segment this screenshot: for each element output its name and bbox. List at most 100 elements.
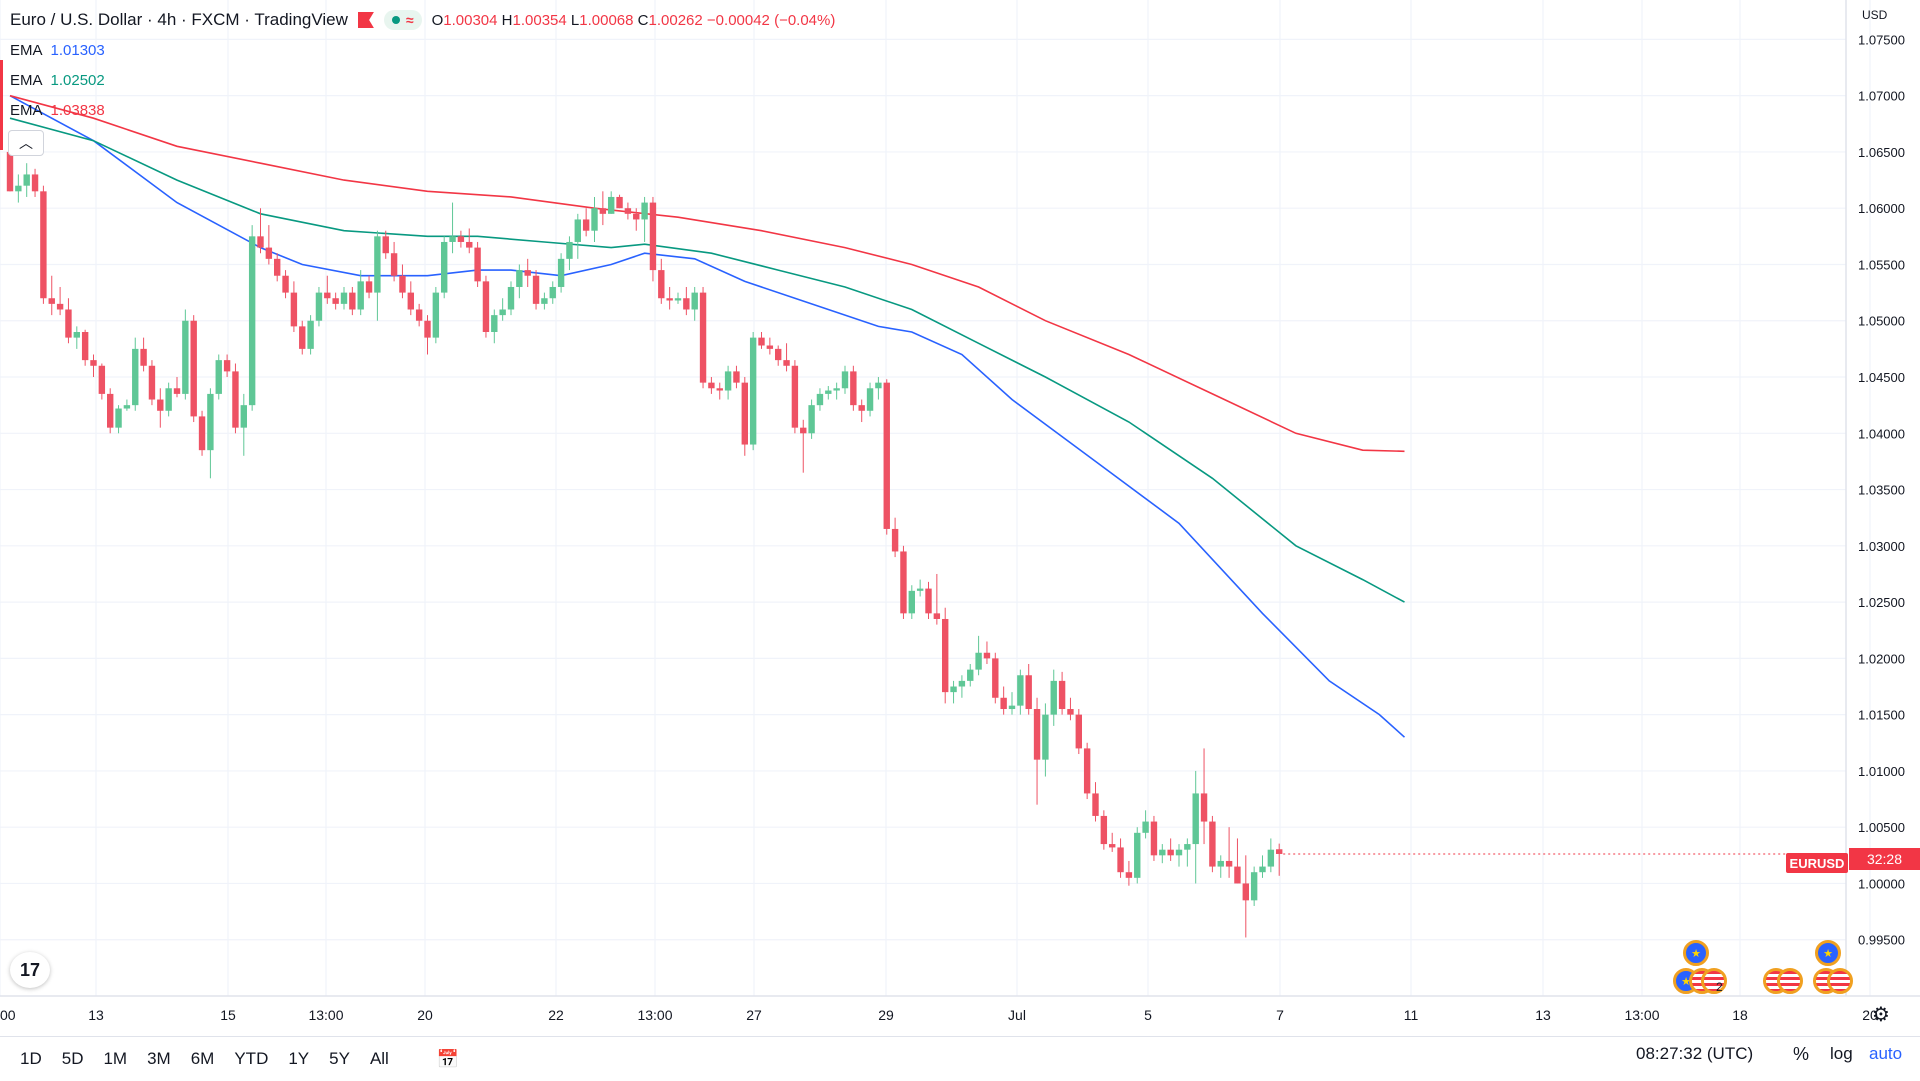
candle-body: [56, 303, 64, 310]
candle: [783, 343, 790, 372]
candle: [482, 275, 490, 338]
candle-body: [833, 388, 840, 391]
range-1m[interactable]: 1M: [103, 1049, 128, 1068]
candle: [182, 309, 189, 400]
price-tick-label: 0.99500: [1858, 933, 1905, 948]
candle: [1209, 815, 1216, 873]
wave-icon: ≈: [405, 12, 414, 28]
us-event-icon[interactable]: [1827, 968, 1853, 994]
market-status-pill[interactable]: ≈: [383, 10, 422, 30]
candle-body: [265, 247, 273, 259]
ema-row-3[interactable]: EMA 1.03838: [10, 102, 105, 119]
candle-body: [758, 337, 765, 346]
candle: [1042, 703, 1049, 777]
candle: [841, 365, 849, 394]
time-tick-label: 7: [1276, 1007, 1284, 1023]
eu-event-icon[interactable]: ★: [1815, 940, 1841, 966]
candle: [624, 202, 632, 220]
candle: [866, 382, 874, 417]
candle-body: [967, 669, 974, 681]
us-event-icon[interactable]: [1701, 968, 1727, 994]
utc-clock[interactable]: 08:27:32 (UTC): [1636, 1044, 1754, 1063]
symbol-title[interactable]: Euro / U.S. Dollar · 4h · FXCM · Trading…: [10, 10, 348, 29]
candle-body: [274, 258, 281, 276]
range-ytd[interactable]: YTD: [234, 1049, 269, 1068]
candle-body: [173, 388, 181, 394]
gear-icon[interactable]: ⚙: [1872, 1004, 1890, 1026]
candle-body: [207, 393, 214, 451]
candle-body: [816, 393, 824, 406]
candle: [524, 258, 531, 287]
candle: [23, 163, 30, 197]
candle-body: [733, 371, 740, 383]
candle-body: [608, 196, 615, 214]
range-5y[interactable]: 5Y: [329, 1049, 350, 1068]
candle-body: [90, 360, 97, 366]
candle-body: [1250, 872, 1258, 901]
candle: [758, 332, 765, 349]
time-tick-label: 29: [878, 1007, 894, 1023]
candle: [349, 286, 356, 316]
candle-body: [841, 371, 849, 389]
candle: [365, 275, 373, 299]
candle: [1067, 697, 1074, 721]
candle: [900, 545, 907, 619]
time-tick-label: Jul: [1008, 1007, 1026, 1023]
candle: [382, 230, 389, 259]
ema-row-2[interactable]: EMA 1.02502: [10, 72, 105, 89]
calendar-icon[interactable]: 📅: [436, 1048, 460, 1069]
candle: [1000, 686, 1007, 715]
status-dot-icon: [391, 16, 400, 24]
ema-label: EMA: [10, 72, 43, 89]
candle-body: [407, 292, 414, 310]
currency-label[interactable]: USD: [1862, 8, 1888, 22]
auto-scale-button[interactable]: auto: [1869, 1044, 1903, 1063]
eu-event-icon[interactable]: ★: [1683, 940, 1709, 966]
candle-body: [883, 382, 890, 529]
collapse-legend-button[interactable]: ︿: [8, 130, 44, 156]
candle-body: [1125, 872, 1133, 878]
candle-body: [691, 292, 698, 310]
candle: [1192, 770, 1199, 884]
range-3m[interactable]: 3M: [147, 1049, 171, 1068]
candle-body: [866, 388, 874, 411]
candle-body: [148, 365, 156, 400]
flag-icon[interactable]: [357, 12, 374, 28]
candle-body: [616, 196, 623, 209]
price-tick-label: 1.02500: [1858, 595, 1905, 610]
candle: [315, 286, 323, 327]
candle-body: [23, 174, 30, 186]
candle-body: [1025, 675, 1032, 710]
range-5d[interactable]: 5D: [61, 1049, 84, 1068]
log-scale-button[interactable]: log: [1830, 1044, 1853, 1063]
price-axis[interactable]: 1.07500 1.07000 1.06500 1.06000 1.05500 1.050…: [1858, 32, 1905, 947]
change-value: −0.00042 (−0.04%): [706, 11, 836, 29]
candle-body: [624, 208, 632, 214]
us-event-icon[interactable]: [1777, 968, 1803, 994]
tradingview-logo-icon[interactable]: 17: [10, 952, 50, 988]
candle: [658, 258, 665, 304]
candle-body: [1058, 680, 1066, 710]
percent-scale-button[interactable]: %: [1793, 1044, 1810, 1064]
price-chart[interactable]: 1.07500 1.07000 1.06500 1.06000 1.05500 1.050…: [0, 0, 1920, 1036]
candle: [73, 326, 80, 349]
candle: [724, 365, 732, 400]
candle: [1109, 832, 1116, 852]
candle-body: [232, 371, 239, 428]
ema-row-1[interactable]: EMA 1.01303: [10, 42, 105, 59]
candle: [1025, 664, 1032, 715]
range-1y[interactable]: 1Y: [288, 1049, 310, 1068]
candle: [1259, 855, 1266, 878]
range-1d[interactable]: 1D: [20, 1049, 42, 1068]
candle-body: [549, 286, 556, 299]
candle-body: [507, 286, 515, 310]
candles: [6, 135, 1846, 938]
candle-body: [81, 332, 89, 361]
candle-body: [248, 236, 256, 406]
candle-body: [340, 292, 348, 304]
time-axis[interactable]: 00 13 15 13:00 20 22 13:00 27 29 Jul 5 7 11 13 13:00 18…: [0, 1007, 1878, 1023]
range-6m[interactable]: 6M: [190, 1049, 215, 1068]
range-all[interactable]: All: [369, 1049, 389, 1068]
chart-grid: [0, 0, 1871, 996]
candle: [374, 230, 381, 321]
